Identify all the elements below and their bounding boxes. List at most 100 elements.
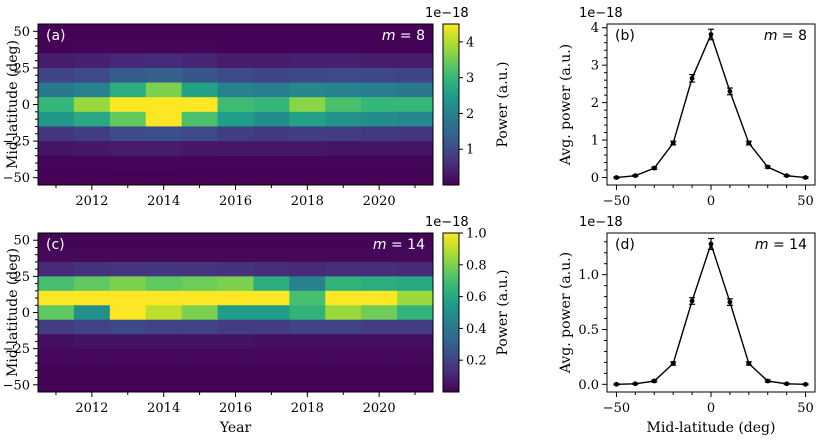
heatmap-cell bbox=[289, 141, 326, 157]
heatmap-cell bbox=[325, 247, 362, 263]
line-panel-b: −50 0 50 0 1 2 3 4 Avg. power (a.u.) 1e−18 (b) m = … bbox=[558, 6, 816, 209]
m-variable: m bbox=[755, 237, 769, 253]
heatmap-cell bbox=[181, 67, 218, 83]
heatmap-cell bbox=[73, 141, 111, 157]
heatmap-cell bbox=[145, 170, 183, 185]
heatmap-cell bbox=[289, 261, 326, 277]
heatmap-cell bbox=[181, 38, 218, 54]
heatmap-cell bbox=[361, 348, 398, 364]
colorbar-tick-label: 1 bbox=[466, 143, 474, 158]
heatmap-cell bbox=[217, 377, 254, 392]
y-tick-label: 50 bbox=[13, 25, 30, 40]
heatmap-panel-c: 2012 2014 2016 2018 2020 50 25 0 −25 −50Mid-latit… bbox=[3, 215, 511, 436]
heatmap-cell bbox=[289, 97, 326, 113]
colorbar-tick-label: 0.6 bbox=[466, 290, 487, 305]
heatmap-cell bbox=[289, 363, 326, 378]
heatmap-cell bbox=[181, 305, 218, 321]
heatmap-cell bbox=[397, 67, 433, 83]
heatmap-cell bbox=[217, 155, 254, 171]
heatmap-cell bbox=[217, 276, 254, 292]
heatmap-cell bbox=[73, 334, 111, 350]
heatmap-cell bbox=[181, 377, 218, 392]
heatmap-cell bbox=[325, 67, 362, 83]
heatmap-cell bbox=[73, 305, 111, 321]
heatmap-cell bbox=[181, 276, 218, 292]
y-offset: 1e−18 bbox=[579, 6, 623, 21]
heatmap-cell bbox=[217, 67, 254, 83]
heatmap-cell bbox=[181, 261, 218, 277]
heatmap-cell bbox=[38, 363, 75, 378]
heatmap-cell bbox=[289, 305, 326, 321]
heatmap-cell bbox=[217, 97, 254, 113]
heatmap-cell bbox=[397, 24, 433, 40]
heatmap-cell bbox=[397, 319, 433, 335]
heatmap-cell bbox=[253, 305, 290, 321]
heatmap-cell bbox=[253, 377, 290, 392]
heatmap-cell bbox=[325, 141, 362, 157]
heatmap-cell bbox=[397, 111, 433, 127]
heatmap-cell bbox=[181, 97, 218, 113]
m-value: = 14 bbox=[387, 237, 426, 253]
colorbar-title: Power (a.u.) bbox=[495, 270, 511, 356]
heatmap-cell bbox=[73, 111, 111, 127]
heatmap-cell bbox=[73, 38, 111, 54]
heatmap-cell bbox=[38, 67, 75, 83]
heatmap-cell bbox=[109, 97, 147, 113]
heatmap-panel-a: 2012 2014 2016 2018 2020 50 25 0 −25 −50 Mid-latit… bbox=[3, 6, 511, 209]
heatmap-cell bbox=[253, 155, 290, 171]
heatmap-cell bbox=[253, 261, 290, 277]
heatmap-cell bbox=[217, 334, 254, 350]
panel-tag: (a) bbox=[46, 28, 66, 44]
heatmap-cell bbox=[361, 247, 398, 263]
heatmap-cell bbox=[181, 141, 218, 157]
heatmap-cell bbox=[361, 305, 398, 321]
heatmap-cell bbox=[361, 82, 398, 98]
heatmap-cell bbox=[253, 348, 290, 364]
heatmap-cell bbox=[145, 38, 183, 54]
heatmap-cell bbox=[145, 377, 183, 392]
heatmap-cell bbox=[73, 97, 111, 113]
heatmap-cell bbox=[253, 126, 290, 142]
heatmap-cell bbox=[253, 170, 290, 185]
heatmap-cell bbox=[145, 126, 183, 142]
heatmap-cell bbox=[361, 261, 398, 277]
heatmap-cell bbox=[397, 276, 433, 292]
m-value: = 8 bbox=[777, 28, 807, 44]
heatmap-cell bbox=[38, 82, 75, 98]
heatmap-cell bbox=[145, 290, 183, 306]
heatmap-cell bbox=[289, 334, 326, 350]
heatmap-cell bbox=[73, 24, 111, 40]
heatmap-cell bbox=[397, 53, 433, 69]
heatmap-cell bbox=[38, 276, 75, 292]
heatmap-cell bbox=[289, 170, 326, 185]
y-tick-label: 0 bbox=[591, 171, 599, 186]
heatmap-cell bbox=[325, 233, 362, 248]
heatmap-cell bbox=[253, 38, 290, 54]
m-variable: m bbox=[373, 237, 387, 253]
heatmap-cell bbox=[325, 24, 362, 40]
heatmap-cell bbox=[253, 67, 290, 83]
heatmap-cell bbox=[325, 97, 362, 113]
heatmap-cell bbox=[38, 141, 75, 157]
heatmap-cell bbox=[109, 276, 147, 292]
panel-tag: (b) bbox=[615, 28, 635, 44]
data-point bbox=[708, 241, 714, 247]
heatmap-cell bbox=[109, 126, 147, 142]
data-point bbox=[632, 173, 638, 179]
m-variable: m bbox=[764, 28, 778, 44]
heatmap-cell bbox=[73, 276, 111, 292]
heatmap-cell bbox=[253, 334, 290, 350]
colorbar-offset: 1e−18 bbox=[425, 215, 469, 230]
heatmap-cell bbox=[253, 247, 290, 263]
heatmap-cell bbox=[361, 141, 398, 157]
data-point bbox=[708, 32, 714, 37]
data-point bbox=[614, 381, 619, 387]
data-point bbox=[746, 140, 752, 146]
m-label: m = 14 bbox=[373, 237, 425, 253]
y-axis-title: Mid-latitude (deg) bbox=[5, 40, 21, 169]
data-point bbox=[689, 75, 695, 81]
heatmap-cell bbox=[38, 261, 75, 277]
m-label: m = 8 bbox=[382, 28, 425, 44]
data-point bbox=[632, 381, 638, 387]
heatmap-cell bbox=[325, 111, 362, 127]
